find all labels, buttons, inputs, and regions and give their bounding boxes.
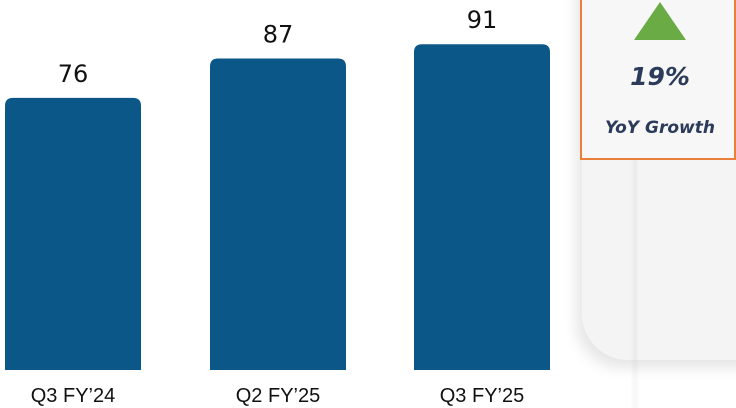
growth-percentage: 19% [630,62,690,91]
x-tick-label-3: Q3 FY’25 [440,385,524,407]
bar-2 [210,58,346,370]
data-label-3: 91 [467,6,498,34]
x-tick-label-1: Q3 FY’24 [31,385,115,407]
x-tick-label-2: Q2 FY’25 [236,385,320,407]
bar-1 [5,97,141,371]
growth-label: YoY Growth [605,118,715,138]
bar-3 [414,44,550,370]
yoy-growth-card: 19% YoY Growth [580,0,736,160]
side-panel-shadow [630,0,640,408]
data-label-2: 87 [263,21,294,49]
triangle-up-icon [634,2,686,40]
data-label-1: 76 [58,60,89,88]
bar-chart: 76 Q3 FY’24 87 Q2 FY’25 91 Q3 FY’25 [5,6,550,407]
